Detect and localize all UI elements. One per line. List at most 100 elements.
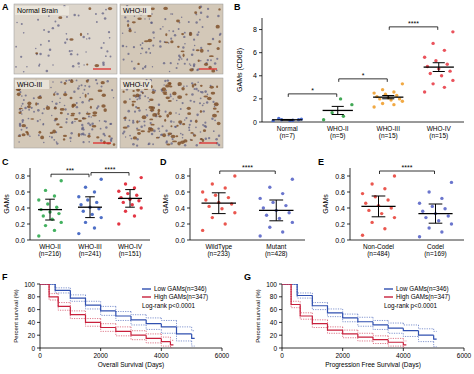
- survival-step: [373, 337, 388, 340]
- stained-cell: [92, 125, 97, 128]
- survival-step: [55, 284, 70, 290]
- micrograph: [120, 4, 223, 74]
- data-point: [361, 192, 364, 195]
- nucleus: [70, 132, 72, 134]
- stained-cell: [169, 85, 172, 87]
- y-tick: [187, 224, 190, 225]
- nucleus: [83, 128, 85, 130]
- stained-cell: [133, 136, 137, 139]
- text-line: (n=15): [429, 132, 448, 140]
- stained-cell: [217, 122, 221, 125]
- nucleus: [159, 130, 161, 132]
- nucleus: [136, 99, 138, 101]
- nucleus: [219, 34, 221, 36]
- y-tick-label: 100: [24, 281, 35, 288]
- stained-cell: [190, 132, 193, 134]
- y-axis-line: [30, 168, 31, 240]
- nucleus: [157, 127, 159, 129]
- nucleus: [86, 38, 87, 39]
- nucleus: [38, 65, 40, 67]
- nucleus: [64, 108, 66, 110]
- nucleus: [33, 97, 35, 99]
- nucleus: [66, 16, 68, 18]
- ci-step: [291, 284, 300, 301]
- stained-cell: [150, 124, 154, 126]
- ci-step: [170, 346, 173, 348]
- nucleus: [22, 109, 24, 111]
- stained-cell: [192, 84, 195, 88]
- nucleus: [141, 47, 143, 49]
- stained-cell: [194, 83, 196, 85]
- stained-cell: [159, 115, 162, 117]
- data-point: [46, 202, 49, 205]
- stained-cell: [137, 107, 141, 109]
- ci-step: [101, 301, 116, 306]
- scale-bar: [199, 142, 217, 143]
- survival-step: [419, 331, 434, 335]
- stained-cell: [19, 108, 23, 110]
- data-point: [443, 49, 446, 52]
- nucleus: [42, 112, 44, 114]
- survival-step: [161, 338, 170, 341]
- nucleus: [195, 88, 197, 90]
- data-point: [418, 235, 421, 238]
- nucleus: [195, 21, 197, 23]
- ci-step: [131, 320, 146, 324]
- text-line: (n=484): [367, 250, 390, 258]
- stained-cell: [166, 114, 169, 118]
- nucleus: [203, 125, 205, 127]
- data-point: [57, 212, 60, 215]
- ci-step: [161, 343, 170, 346]
- nucleus: [195, 84, 197, 86]
- data-point: [55, 206, 58, 209]
- nucleus: [51, 101, 53, 103]
- stained-cell: [18, 135, 21, 137]
- ci-step: [86, 295, 101, 301]
- data-point: [117, 222, 120, 225]
- nucleus: [88, 141, 90, 143]
- nucleus: [148, 143, 151, 146]
- stained-cell: [162, 133, 166, 137]
- nucleus: [88, 115, 90, 117]
- stained-cell: [122, 91, 124, 93]
- x-tick: [222, 348, 223, 351]
- nucleus: [55, 102, 58, 105]
- significance-label: ****: [408, 20, 419, 27]
- nucleus: [185, 117, 187, 119]
- mean-line: [373, 97, 403, 98]
- nucleus: [68, 79, 70, 81]
- stained-cell: [141, 130, 145, 132]
- ci-step: [388, 344, 403, 347]
- x-tick-label: 2000: [335, 352, 350, 359]
- stained-cell: [194, 11, 197, 14]
- stained-cell: [82, 117, 87, 119]
- y-tick-label: 0.2: [175, 221, 185, 228]
- stained-cell: [196, 49, 200, 51]
- nucleus: [143, 120, 145, 122]
- stained-cell: [158, 109, 161, 112]
- y-tick: [27, 176, 30, 177]
- data-point: [437, 219, 440, 222]
- nucleus: [211, 118, 213, 120]
- nucleus: [218, 144, 220, 146]
- stained-cell: [200, 138, 203, 140]
- y-tick-label: 0.8: [335, 173, 345, 180]
- y-tick-label: 0.8: [175, 173, 185, 180]
- nucleus: [99, 120, 101, 122]
- stained-cell: [64, 82, 67, 85]
- nucleus: [78, 66, 79, 67]
- text-line: (n=15): [379, 132, 398, 140]
- data-point: [95, 201, 98, 204]
- nucleus: [197, 90, 199, 92]
- nucleus: [69, 137, 71, 139]
- survival-step: [70, 290, 85, 298]
- nucleus: [110, 56, 112, 58]
- stained-cell: [70, 115, 74, 117]
- x-tick-label: 6000: [457, 352, 472, 359]
- data-point: [122, 201, 125, 204]
- survival-step: [373, 322, 388, 325]
- stained-cell: [102, 93, 106, 97]
- nucleus: [104, 134, 106, 136]
- nucleus: [37, 109, 40, 112]
- y-tick: [37, 348, 40, 349]
